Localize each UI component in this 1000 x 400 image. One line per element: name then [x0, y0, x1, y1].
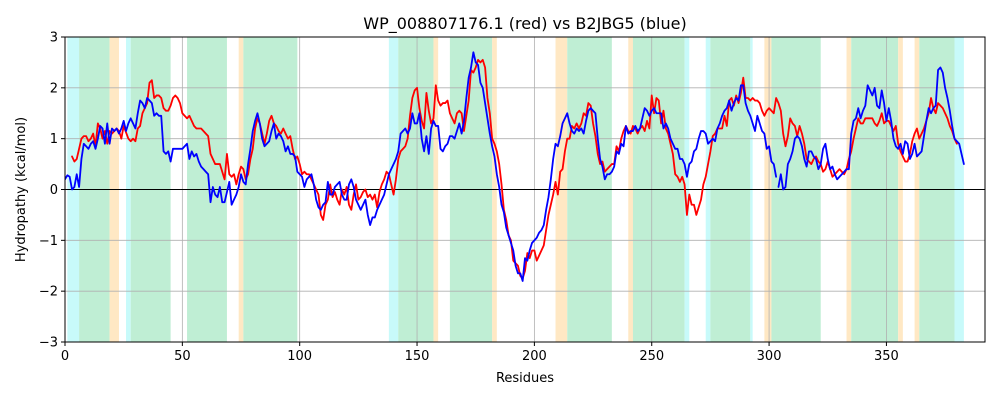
x-tick-label: 250 [639, 349, 664, 364]
y-tick-label: −2 [39, 285, 58, 300]
x-axis-label: Residues [496, 371, 554, 386]
x-tick-label: 100 [287, 349, 312, 364]
y-axis-ticks: −3 −2 −1 0 1 2 3 [39, 31, 65, 351]
x-tick-label: 200 [522, 349, 547, 364]
x-tick-label: 0 [61, 349, 69, 364]
x-tick-label: 50 [174, 349, 191, 364]
x-axis-ticks: 0 50 100 150 200 250 300 350 [61, 342, 899, 364]
y-axis-label: Hydropathy (kcal/mol) [14, 117, 29, 262]
y-tick-label: 0 [50, 183, 58, 198]
series-blue-line [777, 66, 965, 191]
y-tick-label: 1 [50, 132, 58, 147]
plot-area: 0 50 100 150 200 250 300 350 −3 −2 −1 0 1 2 3 [39, 31, 986, 364]
y-tick-label: 2 [50, 81, 58, 96]
series-red-line [71, 58, 958, 280]
series-lines [65, 51, 965, 282]
y-tick-label: −3 [39, 336, 58, 351]
chart-title: WP_008807176.1 (red) vs B2JBG5 (blue) [363, 14, 686, 34]
x-tick-label: 350 [874, 349, 899, 364]
y-tick-label: −1 [39, 234, 58, 249]
series-blue-line [65, 51, 778, 282]
x-tick-label: 150 [405, 349, 430, 364]
y-tick-label: 3 [50, 31, 58, 46]
x-tick-label: 300 [757, 349, 782, 364]
